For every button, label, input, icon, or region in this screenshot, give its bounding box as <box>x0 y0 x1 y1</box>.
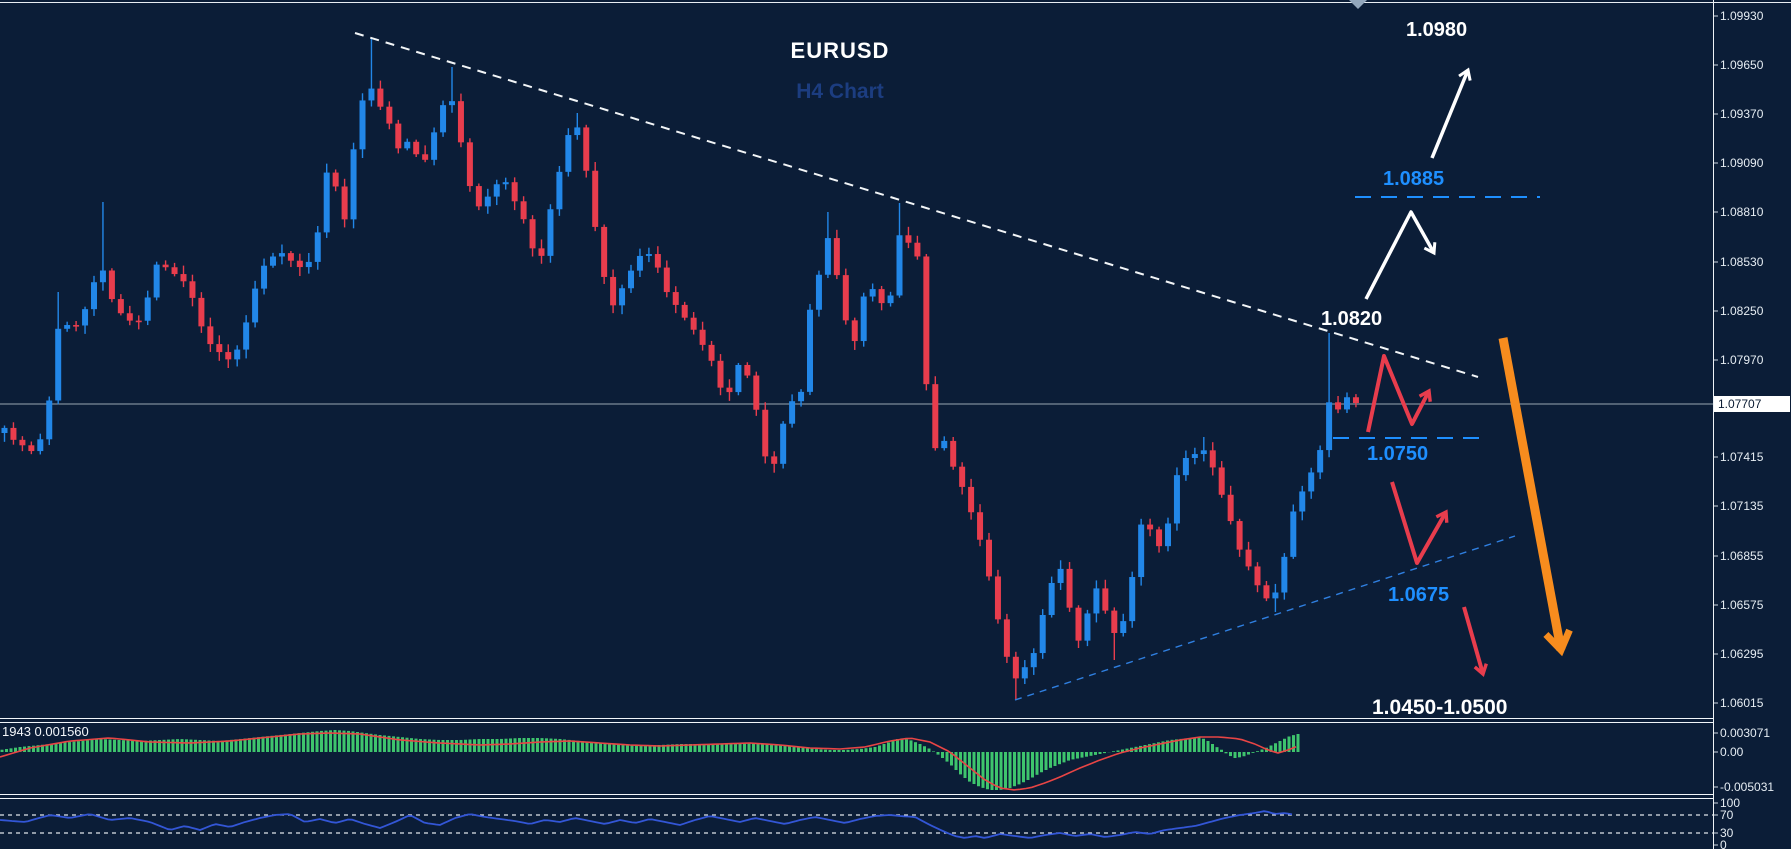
ascending-trendline[interactable] <box>1014 535 1516 701</box>
breakout-1-0820-label[interactable]: 1.0820 <box>1321 308 1383 330</box>
pane-divider[interactable] <box>0 718 1714 719</box>
axis-label: 0.003071 <box>1720 726 1771 740</box>
symbol-title: EURUSD <box>790 38 890 63</box>
macd-indicator <box>0 730 1300 791</box>
axis-label: 1.06015 <box>1720 696 1764 710</box>
axis-label: 30 <box>1720 826 1734 840</box>
red-v-arrow[interactable] <box>1390 481 1449 565</box>
trendlines[interactable] <box>354 32 1516 701</box>
orange-projection-arrow[interactable] <box>1498 337 1573 657</box>
target-up-label[interactable]: 1.0980 <box>1406 19 1468 41</box>
pane-divider[interactable] <box>0 722 1714 723</box>
axis-label: 100 <box>1720 796 1741 810</box>
axis-label: 1.08530 <box>1720 255 1764 269</box>
axis-label: 1.06575 <box>1720 598 1764 612</box>
axis-label: 1.06855 <box>1720 549 1764 563</box>
chart-title: EURUSD H4 Chart <box>740 38 940 104</box>
price-axis-separator <box>1713 0 1714 849</box>
oscillator-indicator <box>0 810 1713 839</box>
support-resistance-lines[interactable] <box>1333 196 1540 439</box>
axis-label: 1.08250 <box>1720 304 1764 318</box>
axis-label: 70 <box>1720 808 1734 822</box>
red-down-arrow[interactable] <box>1462 606 1488 677</box>
support-1-0750-label[interactable]: 1.0750 <box>1367 443 1429 465</box>
axis-label: 1.09650 <box>1720 58 1764 72</box>
annotation-arrows[interactable] <box>1364 67 1573 677</box>
axis-label: 1.07135 <box>1720 499 1764 513</box>
pane-divider[interactable] <box>0 794 1714 795</box>
timeframe-title: H4 Chart <box>796 80 884 103</box>
axis-label: -0.005031 <box>1720 780 1775 794</box>
axis-label: 1.09930 <box>1720 9 1764 23</box>
white-up-arrow[interactable] <box>1430 67 1472 159</box>
current-price-tag: 1.07707 <box>1714 396 1790 412</box>
white-peak-arrow[interactable] <box>1364 210 1437 300</box>
axis-label: 0 <box>1720 838 1727 849</box>
axis-label: 1.07970 <box>1720 353 1764 367</box>
axis-label: 0.00 <box>1720 745 1744 759</box>
axis-label: 1.09090 <box>1720 156 1764 170</box>
trend-1-0675-label[interactable]: 1.0675 <box>1388 584 1450 606</box>
scroll-position-marker-icon <box>1349 0 1367 9</box>
pane-divider[interactable] <box>0 798 1714 799</box>
resistance-1-0885-label[interactable]: 1.0885 <box>1383 168 1445 190</box>
current-price-value: 1.07707 <box>1718 397 1762 411</box>
red-zigzag-arrow[interactable] <box>1366 354 1432 433</box>
axis-label: 1.08810 <box>1720 205 1764 219</box>
candlesticks <box>1 38 1359 700</box>
window-top-border <box>0 2 1791 3</box>
axis-label: 1.06295 <box>1720 647 1764 661</box>
macd-values-label: 1943 0.001560 <box>2 724 89 739</box>
target-down-label[interactable]: 1.0450-1.0500 <box>1372 696 1508 719</box>
axis-label: 1.07415 <box>1720 450 1764 464</box>
descending-trendline[interactable] <box>354 32 1479 378</box>
axis-label: 1.09370 <box>1720 107 1764 121</box>
